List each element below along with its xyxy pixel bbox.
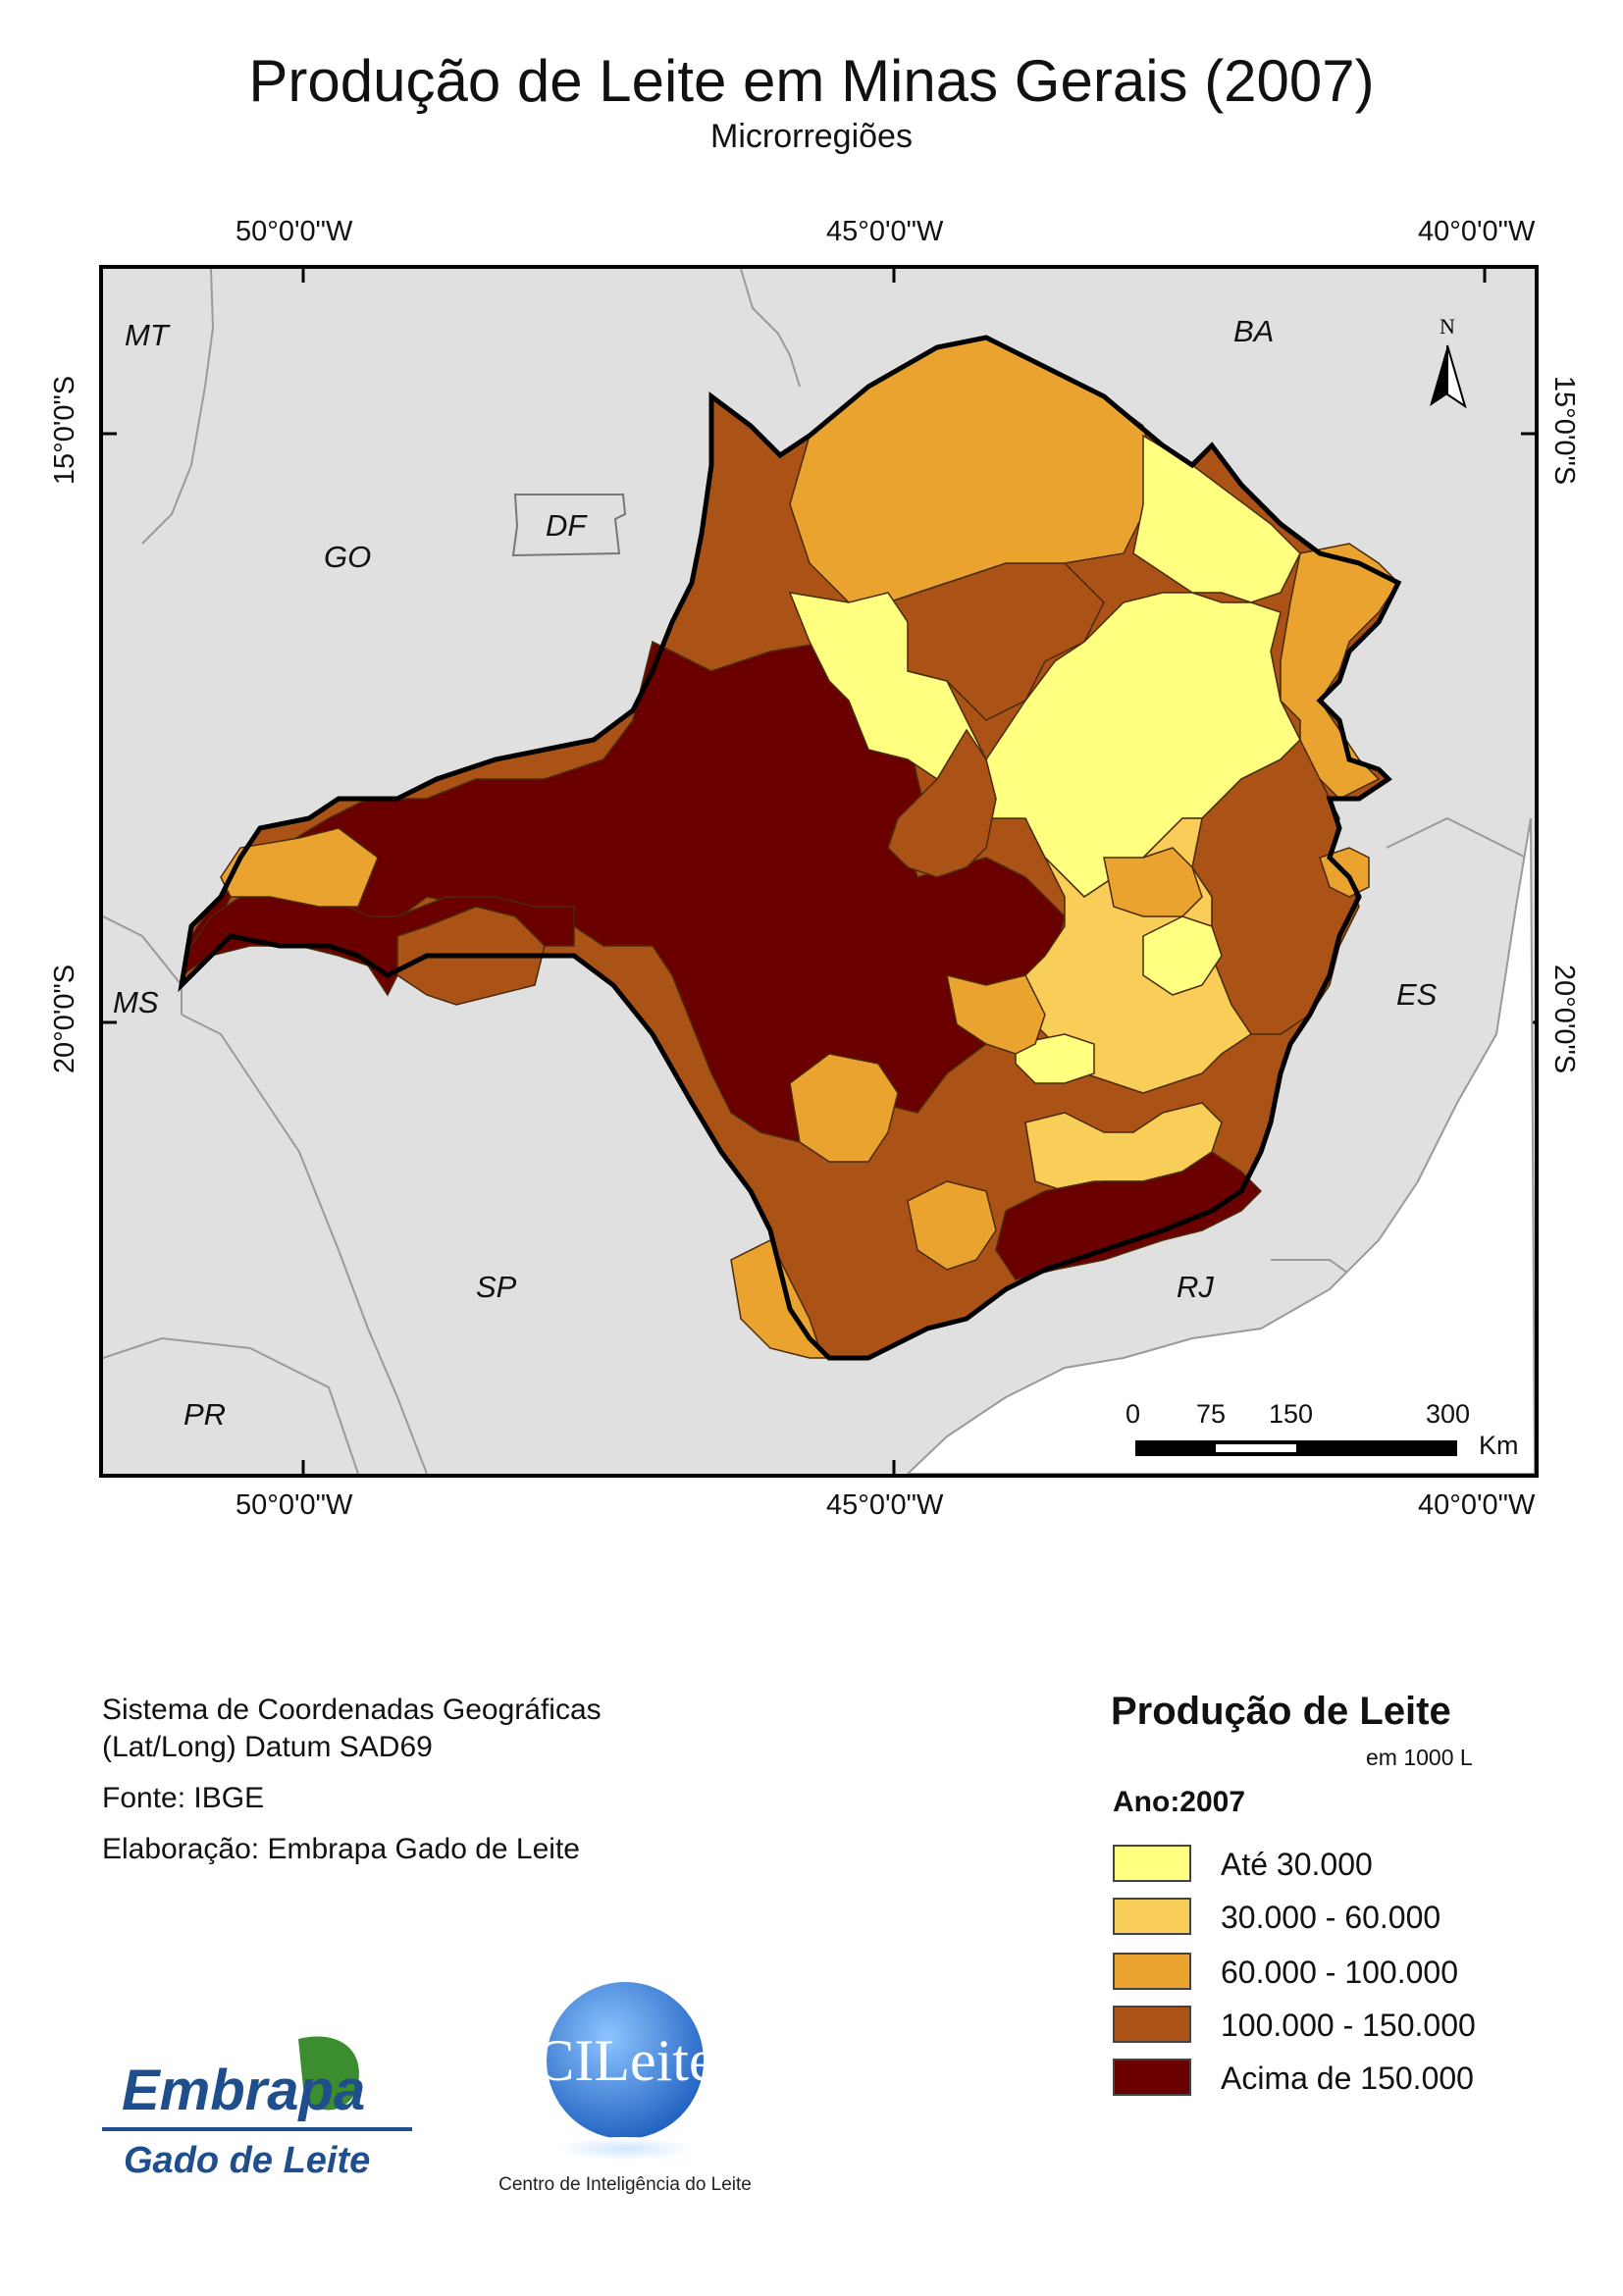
scale-tick-150: 150 — [1269, 1399, 1314, 1429]
coord-system-line1: Sistema de Coordenadas Geográficas — [102, 1694, 602, 1726]
state-label-es: ES — [1396, 977, 1438, 1012]
df-outline — [511, 494, 627, 557]
scale-tick-300: 300 — [1426, 1399, 1471, 1429]
state-label-df: DF — [546, 508, 587, 543]
scale-tick-0: 0 — [1126, 1399, 1141, 1429]
mg-outline — [178, 335, 1402, 1361]
legend-label-4: Acima de 150.000 — [1221, 2061, 1474, 2096]
lon-label-top-50: 50°0'0"W — [236, 216, 353, 247]
legend-label-3: 100.000 - 150.000 — [1221, 2008, 1476, 2043]
map-frame: N MT BA GO DF MS ES SP RJ PR 0 75 150 30… — [99, 265, 1539, 1478]
state-label-ms: MS — [113, 985, 159, 1019]
legend-swatch-1 — [1113, 1898, 1191, 1935]
legend-swatch-2 — [1113, 1953, 1191, 1990]
cileite-logo-sub: Centro de Inteligência do Leite — [498, 2174, 752, 2195]
mg-region-orange-south-b — [907, 1180, 997, 1271]
mg-region-orange-south-a — [789, 1053, 899, 1163]
map-canvas: N — [103, 269, 1535, 1474]
state-label-sp: SP — [476, 1270, 517, 1304]
scale-bar — [1135, 1440, 1457, 1456]
legend-swatch-0 — [1113, 1845, 1191, 1882]
lon-label-top-40: 40°0'0"W — [1418, 216, 1536, 247]
scale-unit: Km — [1479, 1431, 1519, 1460]
source-text: Fonte: IBGE — [102, 1782, 265, 1814]
lat-label-right-15: 15°0'0"S — [1548, 375, 1581, 486]
scale-tick-75: 75 — [1196, 1399, 1227, 1429]
mg-region-yellow-center-b — [1142, 915, 1223, 996]
lon-label-bottom-50: 50°0'0"W — [236, 1489, 353, 1521]
north-arrow-icon — [1430, 344, 1467, 409]
minas-gerais — [180, 337, 1400, 1359]
legend-label-2: 60.000 - 100.000 — [1221, 1955, 1458, 1990]
state-label-mt: MT — [125, 318, 169, 352]
map-subtitle: Microrregiões — [710, 118, 913, 155]
legend-unit: em 1000 L — [1366, 1745, 1473, 1770]
legend-label-0: Até 30.000 — [1221, 1847, 1373, 1882]
lon-label-bottom-40: 40°0'0"W — [1418, 1489, 1536, 1521]
mg-region-orange-center-d — [946, 973, 1046, 1055]
author-text: Elaboração: Embrapa Gado de Leite — [102, 1833, 580, 1865]
mg-region-yellow-ne — [1132, 434, 1301, 603]
legend-swatch-4 — [1113, 2059, 1191, 2096]
cileite-logo-name: CILeite — [535, 2028, 714, 2093]
legend-label-1: 30.000 - 60.000 — [1221, 1900, 1441, 1935]
coastline — [906, 817, 1535, 1474]
lat-label-left-20: 20°0'0"S — [49, 964, 81, 1074]
state-label-rj: RJ — [1177, 1270, 1214, 1304]
mg-region-yellow-center-c — [1015, 1033, 1095, 1084]
lat-label-right-20: 20°0'0"S — [1548, 964, 1581, 1074]
embrapa-logo: Embrapa Gado de Leite — [102, 2029, 416, 2186]
state-label-ba: BA — [1233, 314, 1275, 348]
embrapa-logo-name: Embrapa — [122, 2059, 365, 2122]
legend-year: Ano:2007 — [1113, 1786, 1246, 1818]
state-label-pr: PR — [183, 1397, 227, 1432]
lon-label-bottom-45: 45°0'0"W — [826, 1489, 944, 1521]
mg-region-brown-center — [887, 728, 997, 878]
map-title: Produção de Leite em Minas Gerais (2007) — [248, 48, 1375, 114]
legend-title: Produção de Leite — [1111, 1690, 1451, 1733]
coord-system-line2: (Lat/Long) Datum SAD69 — [102, 1731, 433, 1763]
cileite-logo: CILeite Centro de Inteligência do Leite — [493, 1972, 758, 2198]
mg-region-orange-center-a — [1103, 847, 1203, 917]
lat-label-left-15: 15°0'0"S — [49, 375, 81, 486]
legend-swatch-3 — [1113, 2006, 1191, 2043]
mg-region-orange-west — [220, 827, 379, 908]
embrapa-logo-sub: Gado de Leite — [124, 2140, 370, 2181]
north-arrow-label: N — [1440, 314, 1455, 339]
lon-label-top-45: 45°0'0"W — [826, 216, 944, 247]
state-label-go: GO — [324, 540, 372, 574]
